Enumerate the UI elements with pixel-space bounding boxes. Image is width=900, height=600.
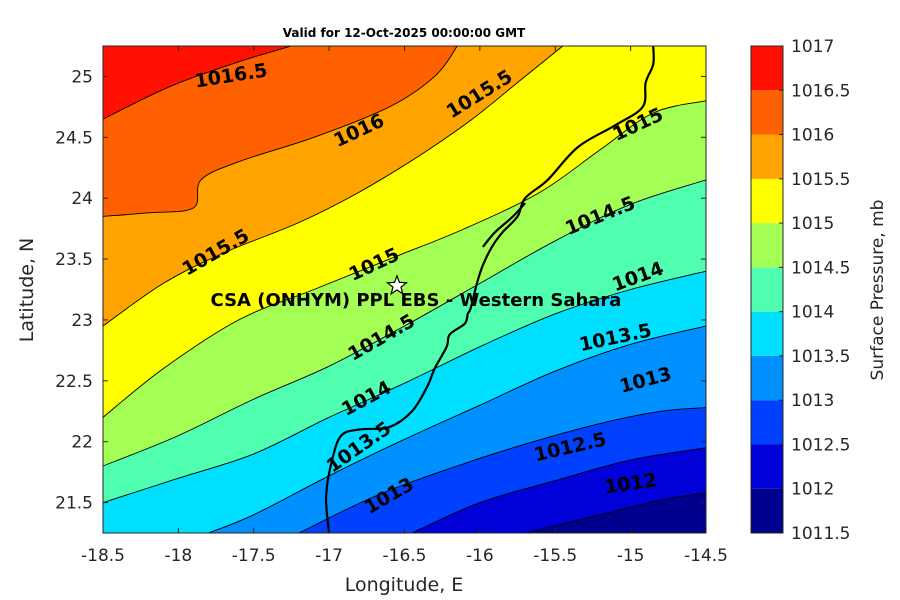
colorbar-swatch bbox=[751, 444, 783, 489]
chart-title: Valid for 12-Oct-2025 00:00:00 GMT bbox=[283, 26, 526, 40]
y-tick-label: 22.5 bbox=[55, 372, 93, 392]
colorbar-swatch bbox=[751, 90, 783, 135]
colorbar-tick-label: 1016 bbox=[791, 126, 834, 146]
band-above-1016.5 bbox=[103, 46, 292, 120]
colorbar-swatch bbox=[751, 223, 783, 268]
colorbar-tick-label: 1013 bbox=[791, 391, 834, 411]
colorbar-swatch bbox=[751, 400, 783, 445]
coastline bbox=[324, 46, 655, 533]
x-axis-label: Longitude, E bbox=[345, 574, 464, 596]
colorbar-label: Surface Pressure, mb bbox=[868, 200, 888, 381]
x-tick-label: -17 bbox=[315, 546, 343, 566]
colorbar-tick-label: 1014 bbox=[791, 303, 834, 323]
y-tick-label: 21.5 bbox=[55, 494, 93, 514]
colorbar-swatch bbox=[751, 488, 783, 533]
station-star-icon bbox=[385, 274, 409, 296]
contour-line-1016 bbox=[103, 46, 458, 217]
contour-line-1012 bbox=[524, 492, 706, 533]
y-tick-label: 24 bbox=[71, 189, 93, 209]
x-tick-label: -16.5 bbox=[383, 546, 427, 566]
contour-line-1013.5 bbox=[208, 325, 706, 533]
colorbar-tick-label: 1015.5 bbox=[791, 170, 850, 190]
colorbar-frame bbox=[750, 45, 784, 534]
y-tick-label: 24.5 bbox=[55, 128, 93, 148]
coastline-layer bbox=[324, 46, 655, 533]
colorbar-swatch bbox=[751, 134, 783, 179]
colorbar-tick-label: 1013.5 bbox=[791, 347, 850, 367]
colorbar: 1011.5 1012 1012.5 1013 1013.5 1014 1014.5 1015… bbox=[750, 37, 850, 544]
x-tick-label: -15.5 bbox=[533, 546, 577, 566]
y-axis: 21.5 22 22.5 23 23.5 24 24.5 25 bbox=[55, 67, 706, 514]
contour-line-1015.5 bbox=[103, 46, 564, 327]
colorbar-tick-label: 1012.5 bbox=[791, 435, 850, 455]
colorbar-tick-label: 1016.5 bbox=[791, 81, 850, 101]
contour-line-1013 bbox=[298, 407, 706, 533]
contour-line-1014.5 bbox=[103, 179, 706, 467]
x-tick-label: -14.5 bbox=[684, 546, 728, 566]
coastline-peninsula bbox=[482, 202, 526, 248]
x-tick-label: -16 bbox=[466, 546, 494, 566]
y-tick-label: 22 bbox=[71, 433, 93, 453]
x-axis: -18.5 -18 -17.5 -17 -16.5 -16 -15.5 -15 -14.5 bbox=[81, 46, 728, 566]
station-label: CSA (ONHYM) PPL EBS - Western Sahara bbox=[211, 290, 622, 311]
y-tick-label: 23 bbox=[71, 311, 93, 331]
colorbar-tick-label: 1011.5 bbox=[791, 524, 850, 544]
contour-line-1012.5 bbox=[411, 447, 706, 533]
x-tick-label: -18.5 bbox=[81, 546, 125, 566]
contour-line-layer bbox=[103, 46, 706, 533]
station-marker-layer bbox=[385, 274, 409, 296]
colorbar-tick-label: 1017 bbox=[791, 37, 834, 57]
contour-line-1015 bbox=[103, 100, 706, 418]
colorbar-tick-label: 1015 bbox=[791, 214, 834, 234]
contour-line-1014 bbox=[103, 270, 706, 504]
contour-fill-layer bbox=[103, 46, 706, 533]
x-tick-label: -17.5 bbox=[232, 546, 276, 566]
colorbar-swatch bbox=[751, 267, 783, 312]
contour-line-1016.5 bbox=[103, 46, 292, 120]
y-tick-label: 25 bbox=[71, 67, 93, 87]
colorbar-swatch bbox=[751, 178, 783, 224]
y-axis-label: Latitude, N bbox=[16, 238, 38, 343]
colorbar-swatch bbox=[751, 311, 783, 356]
colorbar-tick-label: 1012 bbox=[791, 480, 834, 500]
y-tick-label: 23.5 bbox=[55, 250, 93, 270]
colorbar-tick-label: 1014.5 bbox=[791, 258, 850, 278]
x-tick-label: -15 bbox=[617, 546, 645, 566]
band-above-1016 bbox=[103, 46, 458, 217]
colorbar-swatch bbox=[751, 355, 783, 401]
x-tick-label: -18 bbox=[164, 546, 192, 566]
colorbar-swatch bbox=[751, 46, 783, 91]
